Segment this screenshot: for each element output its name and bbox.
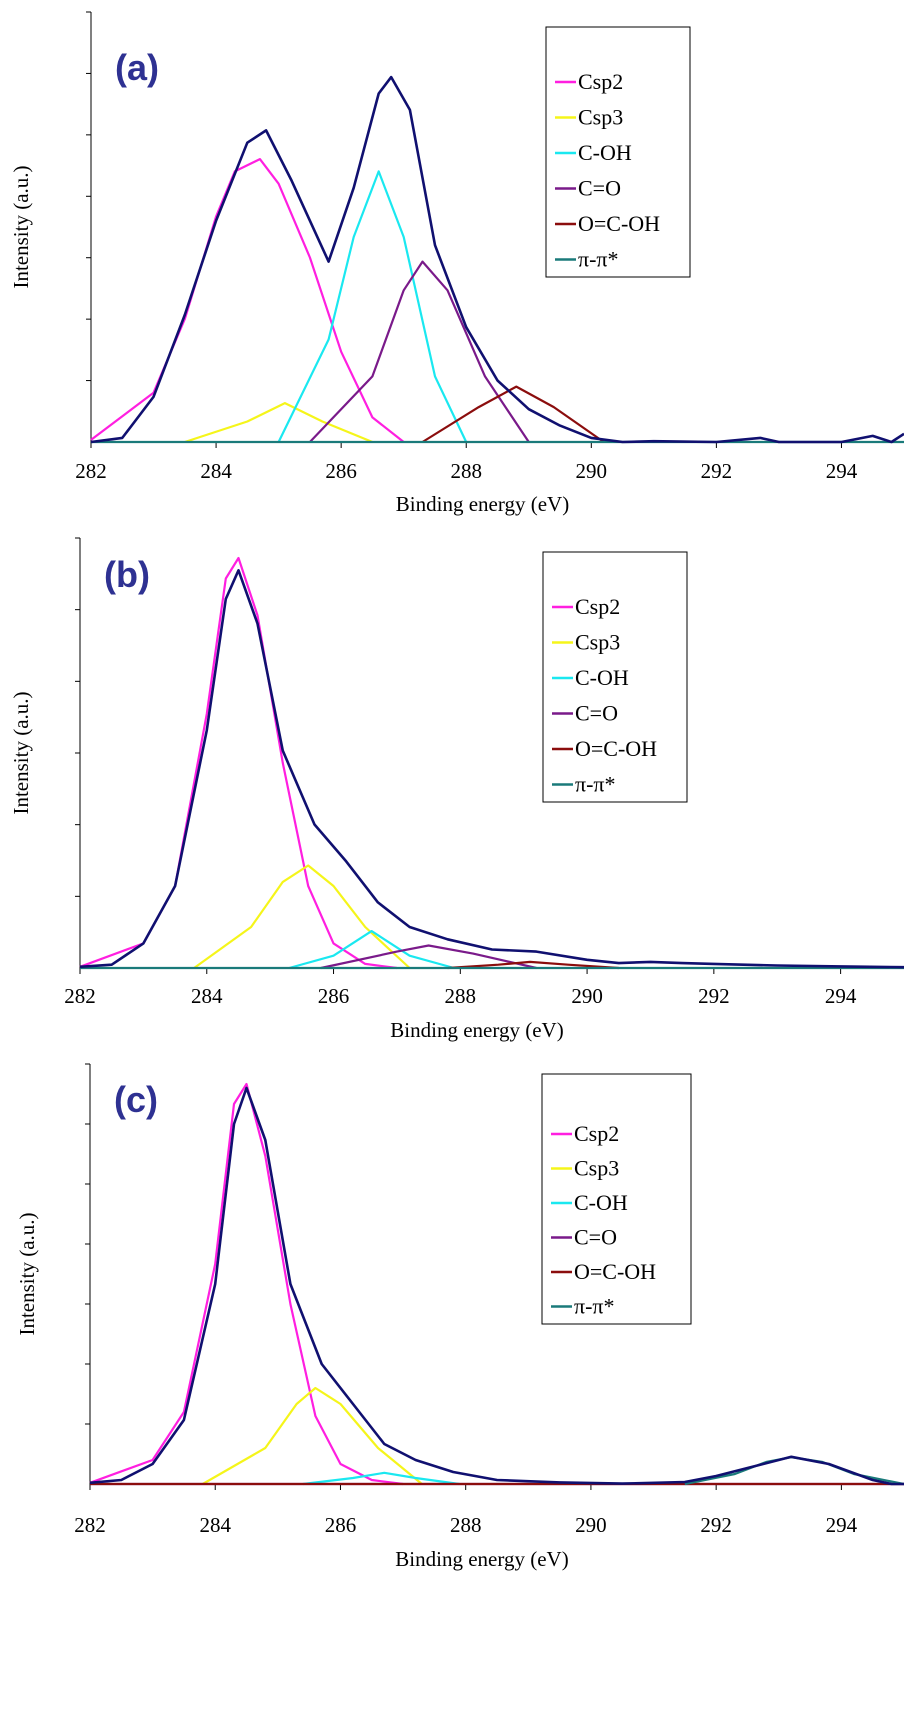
x-tick-label: 294 [825,984,857,1008]
series-o-c-oh-line [421,385,605,443]
x-axis-label: Binding energy (eV) [390,1018,563,1042]
legend-entry: C-OH [575,665,629,690]
series-c-oh-line [288,930,455,970]
series-o-c-oh-line [447,960,619,970]
x-tick-label: 284 [191,984,223,1008]
series-csp3-line [184,402,373,444]
series-c-o-line [320,944,537,970]
series-c-oh-line [302,1471,460,1486]
panel-label: (b) [104,554,150,595]
series-c-o-line [309,260,530,443]
x-tick-label: 292 [700,1513,732,1537]
x-tick-label: 290 [571,984,603,1008]
legend-entry: C=O [578,176,621,201]
series-envelope-line [79,569,904,969]
x-tick-label: 294 [826,1513,858,1537]
series-envelope-line [90,75,904,444]
legend-entry: O=C-OH [574,1259,656,1284]
series-csp3-line [202,1386,423,1485]
legend-entry: Csp2 [574,1121,619,1146]
legend-entry: Csp2 [575,594,620,619]
y-axis-label: Intensity (a.u.) [9,691,33,814]
legend-entry: O=C-OH [575,736,657,761]
y-axis-label: Intensity (a.u.) [9,165,33,288]
x-tick-label: 286 [325,459,357,483]
x-tick-label: 294 [826,459,858,483]
x-tick-label: 292 [701,459,733,483]
x-tick-label: 288 [450,1513,482,1537]
x-tick-label: 284 [200,459,232,483]
legend-entry: Csp3 [578,105,623,130]
legend-entry: π-π* [574,1294,615,1319]
x-tick-label: 292 [698,984,730,1008]
x-tick-label: 290 [576,459,608,483]
legend-entry: Csp3 [575,630,620,655]
x-tick-label: 282 [64,984,96,1008]
legend-entry: π-π* [575,772,616,797]
x-tick-label: 286 [318,984,350,1008]
legend-entry: O=C-OH [578,211,660,236]
legend-entry: Csp2 [578,69,623,94]
series-csp3-line [193,864,411,969]
legend-entry: Csp3 [574,1156,619,1181]
x-tick-label: 288 [445,984,477,1008]
x-tick-label: 284 [199,1513,231,1537]
series-c-oh-line [277,170,468,443]
panel-label: (c) [114,1079,158,1120]
x-tick-label: 288 [450,459,482,483]
series-csp2-line [90,158,405,443]
x-tick-label: 282 [74,1513,106,1537]
series-csp2-line [89,1082,404,1486]
chart-panel-1: 282 284 286 288 290 292 294 Binding energy (eV)… [9,11,904,516]
x-tick-label: 282 [75,459,107,483]
legend-box [541,1073,692,1325]
legend-entry: C=O [575,701,618,726]
x-axis-label: Binding energy (eV) [396,492,569,516]
y-axis-label: Intensity (a.u.) [15,1212,39,1335]
legend-entry: C=O [574,1225,617,1250]
panel-label: (a) [115,47,159,88]
chart-panel-3: 282 284 286 288 290 292 294 Binding energy (eV)… [15,1063,904,1571]
legend-entry: C-OH [574,1190,628,1215]
chart-panel-2: 282 284 286 288 290 292 294 Binding energy (eV)… [9,537,904,1042]
legend-entry: C-OH [578,140,632,165]
series-envelope-line [89,1086,904,1486]
x-tick-label: 286 [325,1513,357,1537]
legend-entry: π-π* [578,247,619,272]
x-tick-label: 290 [575,1513,607,1537]
x-axis-label: Binding energy (eV) [395,1547,568,1571]
